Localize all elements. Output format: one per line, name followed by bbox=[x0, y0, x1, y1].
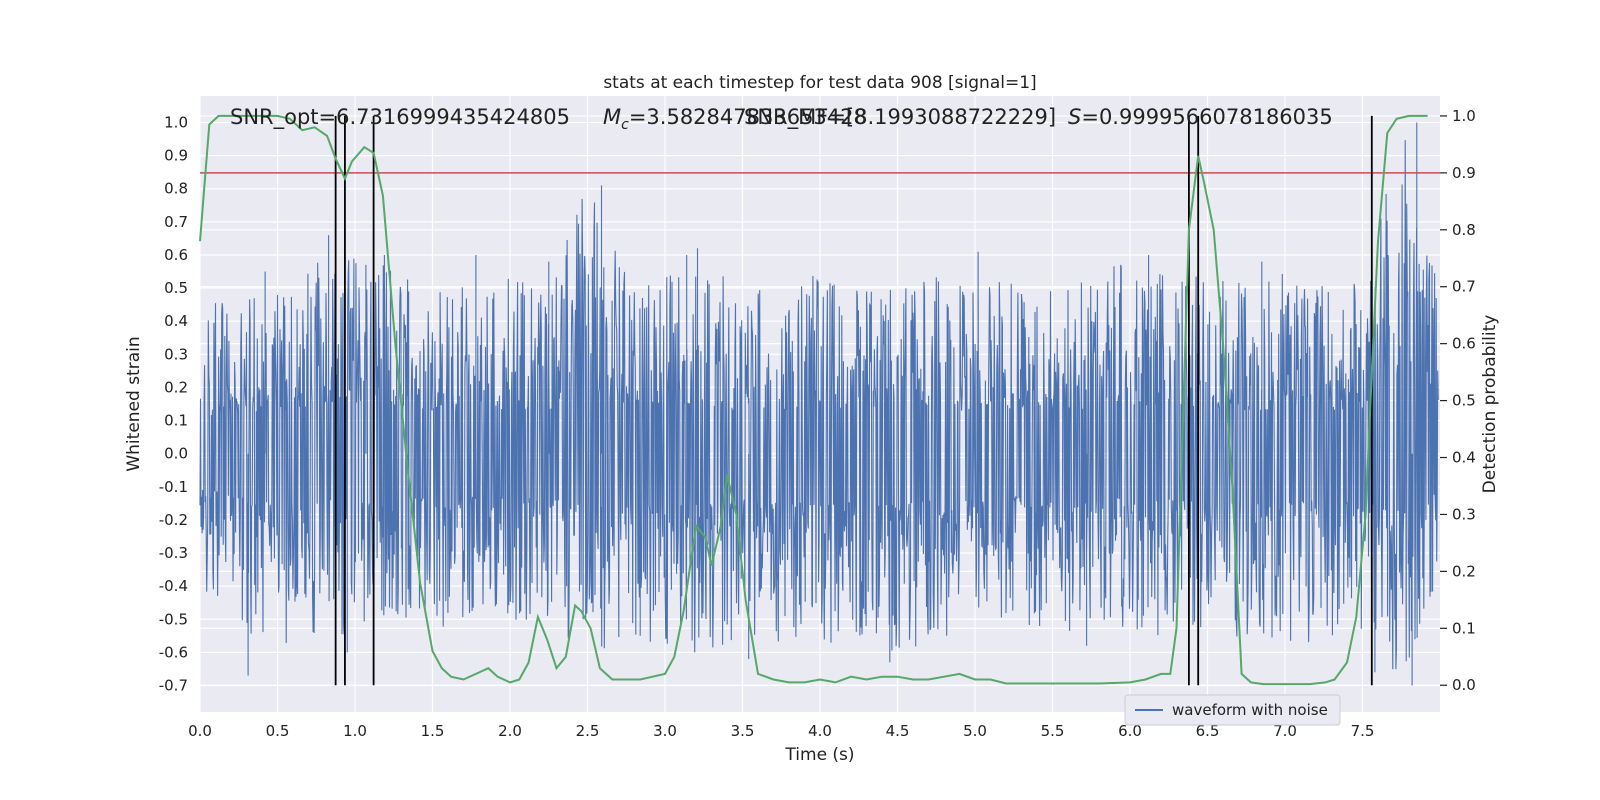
y2-tick-label: 0.2 bbox=[1452, 562, 1476, 580]
y-tick-label: 1.0 bbox=[164, 113, 188, 131]
y2-tick-label: 0.7 bbox=[1452, 278, 1476, 296]
x-tick-labels: 0.0 0.5 1.0 1.5 2.0 2.5 3.0 3.5 4.0 4.5 5.0 5.5 6.0 6… bbox=[188, 722, 1374, 740]
x-tick-label: 5.5 bbox=[1041, 722, 1065, 740]
x-tick-label: 1.5 bbox=[421, 722, 445, 740]
y-tick-labels: -0.7 -0.6 -0.5 -0.4 -0.3 -0.2 -0.1 0.0 0.1 0.2 0.3… bbox=[159, 113, 188, 694]
y2-tick-label: 0.0 bbox=[1452, 676, 1476, 694]
x-tick-label: 1.0 bbox=[343, 722, 367, 740]
y-tick-label: 0.3 bbox=[164, 345, 188, 363]
x-tick-label: 6.5 bbox=[1196, 722, 1220, 740]
chirp-mass-value: =3.582847833653428 bbox=[629, 105, 867, 129]
annotation-snr-mf: SNR_MF=[8.1993088722229] bbox=[744, 105, 1056, 130]
y-tick-label: 0.1 bbox=[164, 412, 188, 430]
probability-line bbox=[199, 114, 1428, 686]
y-tick-label: -0.2 bbox=[159, 511, 188, 529]
y-tick-label: 0.6 bbox=[164, 246, 188, 264]
x-tick-label: 3.0 bbox=[653, 722, 677, 740]
y-tick-label: -0.7 bbox=[159, 677, 188, 695]
score-symbol: S bbox=[1068, 105, 1081, 129]
y2-tick-labels: 0.0 0.1 0.2 0.3 0.4 0.5 0.6 0.7 0.8 0.9 1.0 bbox=[1440, 107, 1476, 694]
y2-tick-label: 0.9 bbox=[1452, 164, 1476, 182]
y2-tick-label: 0.1 bbox=[1452, 619, 1476, 637]
legend: waveform with noise bbox=[1124, 694, 1341, 726]
legend-entry: waveform with noise bbox=[1172, 701, 1328, 719]
y2-tick-label: 0.8 bbox=[1452, 221, 1476, 239]
y-tick-label: -0.1 bbox=[159, 478, 188, 496]
y-tick-label: 0.5 bbox=[164, 279, 188, 297]
y-tick-label: -0.5 bbox=[159, 610, 188, 628]
chirp-mass-symbol: M bbox=[603, 105, 621, 129]
x-tick-label: 6.0 bbox=[1118, 722, 1142, 740]
score-value: =0.9999566078186035 bbox=[1081, 105, 1332, 129]
y2-axis-label: Detection probability bbox=[1480, 315, 1500, 494]
y-tick-label: -0.6 bbox=[159, 643, 188, 661]
y2-tick-label: 0.6 bbox=[1452, 335, 1476, 353]
x-tick-label: 5.0 bbox=[963, 722, 987, 740]
x-tick-label: 0.0 bbox=[188, 722, 212, 740]
x-tick-label: 7.5 bbox=[1351, 722, 1375, 740]
annotation-snr-opt: SNR_opt=6.7316999435424805 bbox=[230, 105, 570, 130]
x-tick-label: 0.5 bbox=[266, 722, 290, 740]
chirp-mass-subscript: c bbox=[621, 117, 629, 133]
y-tick-label: 0.2 bbox=[164, 378, 188, 396]
waveform-series bbox=[199, 122, 1439, 686]
chart-title: stats at each timestep for test data 908… bbox=[603, 73, 1036, 93]
legend-box bbox=[1124, 694, 1341, 726]
y-tick-label: 0.0 bbox=[164, 445, 188, 463]
y2-tick-label: 0.3 bbox=[1452, 505, 1476, 523]
x-tick-label: 2.5 bbox=[576, 722, 600, 740]
annotation-chirp-mass: Mc=3.582847833653428 bbox=[603, 105, 867, 133]
x-axis-label: Time (s) bbox=[784, 745, 854, 765]
y-tick-label: 0.9 bbox=[164, 147, 188, 165]
y-tick-label: -0.3 bbox=[159, 544, 188, 562]
x-tick-label: 4.0 bbox=[808, 722, 832, 740]
y-tick-label: 0.7 bbox=[164, 213, 188, 231]
y-tick-label: 0.8 bbox=[164, 180, 188, 198]
x-tick-label: 3.5 bbox=[731, 722, 755, 740]
waveform-line bbox=[199, 122, 1439, 686]
probability-series bbox=[199, 114, 1428, 686]
annotation-score: S=0.9999566078186035 bbox=[1068, 105, 1333, 129]
y2-tick-label: 1.0 bbox=[1452, 107, 1476, 125]
y-tick-label: -0.4 bbox=[159, 577, 188, 595]
y2-tick-label: 0.4 bbox=[1452, 449, 1476, 467]
x-tick-label: 2.0 bbox=[498, 722, 522, 740]
x-tick-label: 7.0 bbox=[1273, 722, 1297, 740]
vertical-markers bbox=[334, 115, 1373, 686]
y-axis-label: Whitened strain bbox=[124, 336, 144, 471]
y2-tick-label: 0.5 bbox=[1452, 392, 1476, 410]
x-tick-label: 4.5 bbox=[886, 722, 910, 740]
y-tick-label: 0.4 bbox=[164, 312, 188, 330]
